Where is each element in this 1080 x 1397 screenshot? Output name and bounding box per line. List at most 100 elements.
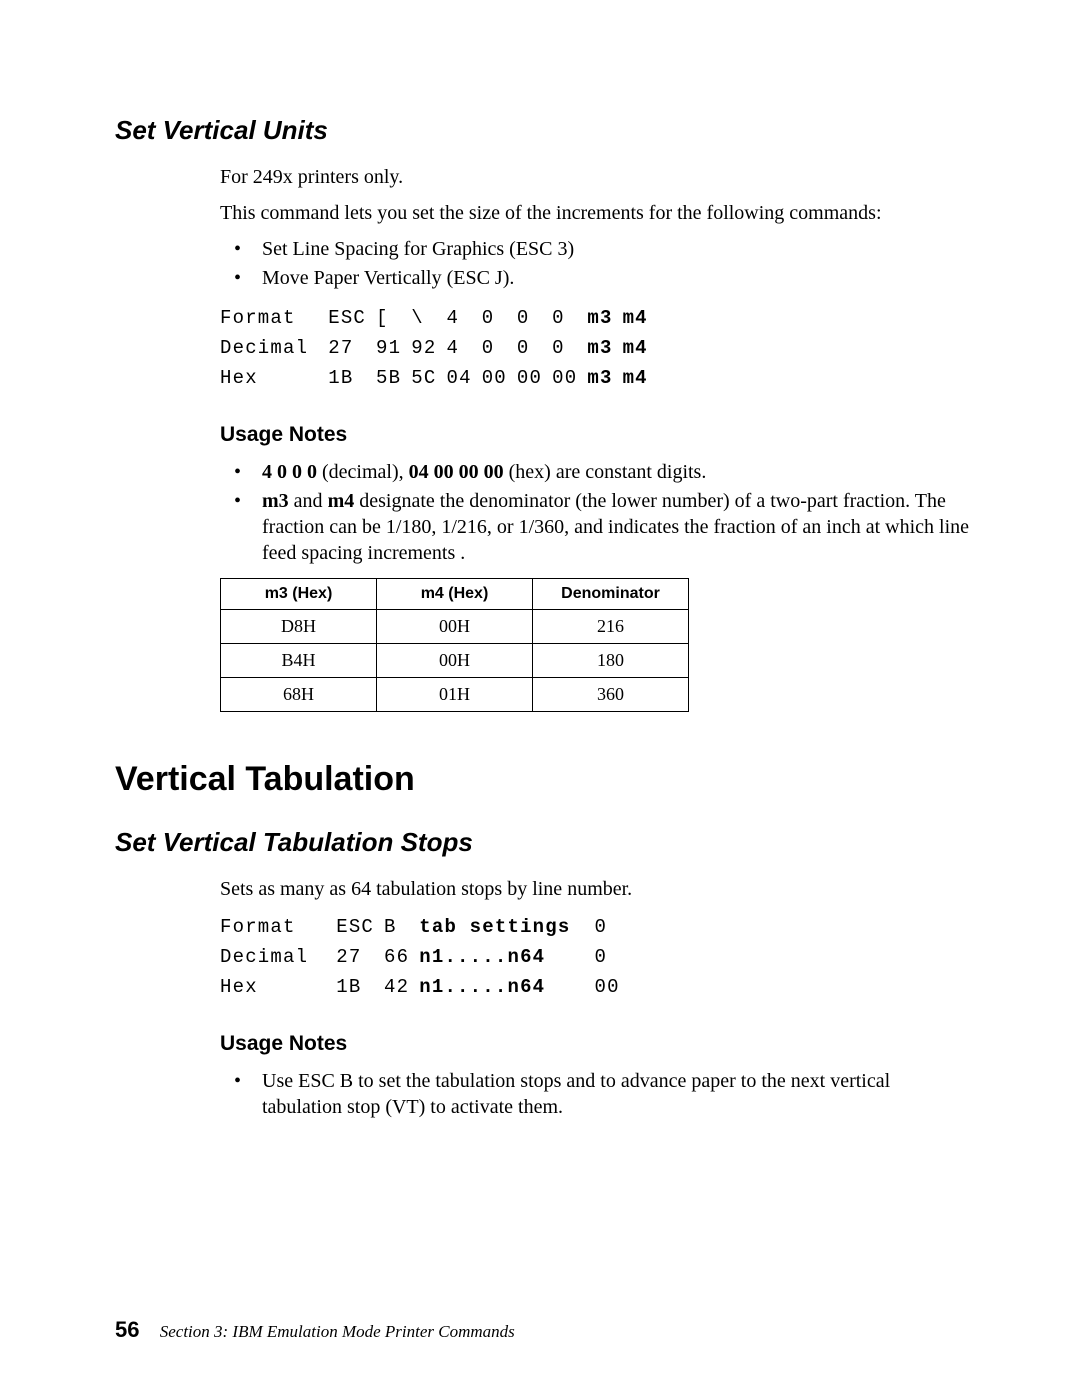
list-item: Use ESC B to set the tabulation stops an… [220, 1068, 970, 1120]
paragraph: Sets as many as 64 tabulation stops by l… [220, 876, 970, 902]
section2-body: Sets as many as 64 tabulation stops by l… [220, 876, 970, 1120]
cell: B [384, 912, 419, 942]
row-label: Decimal [220, 333, 328, 363]
heading-set-vertical-tabulation-stops: Set Vertical Tabulation Stops [115, 827, 970, 858]
cell: 27 [328, 333, 376, 363]
cell: 0 [594, 942, 629, 972]
text: and [289, 490, 328, 512]
list-item: 4 0 0 0 (decimal), 04 00 00 00 (hex) are… [220, 459, 970, 485]
cell: 4 [446, 303, 481, 333]
command-table: FormatESC[\4000m3m4Decimal2791924000m3m4… [220, 303, 658, 393]
cell: m4 [623, 333, 658, 363]
cell: 4 [446, 333, 481, 363]
cell: 01H [377, 678, 533, 712]
cell: 00 [517, 363, 552, 393]
cell: 0 [552, 333, 587, 363]
usage-notes-list: 4 0 0 0 (decimal), 04 00 00 00 (hex) are… [220, 459, 970, 566]
cell: 216 [533, 610, 689, 644]
table-header-row: m3 (Hex)m4 (Hex)Denominator [221, 579, 689, 610]
cell: 0 [517, 333, 552, 363]
row-label: Format [220, 303, 328, 333]
cell: 42 [384, 972, 419, 1002]
cell: 0 [517, 303, 552, 333]
table-row: 68H01H360 [221, 678, 689, 712]
cell: 92 [411, 333, 446, 363]
cell: n1.....n64 [419, 972, 594, 1002]
column-header: m3 (Hex) [221, 579, 377, 610]
list-item: Set Line Spacing for Graphics (ESC 3) [220, 236, 970, 262]
cell: 0 [552, 303, 587, 333]
table-row: B4H00H180 [221, 644, 689, 678]
cell: 1B [328, 363, 376, 393]
table-row: D8H00H216 [221, 610, 689, 644]
cell: m3 [587, 363, 622, 393]
table-row: FormatESCBtab settings0 [220, 912, 630, 942]
cell: 04 [446, 363, 481, 393]
bold-text: m3 [262, 490, 289, 512]
footer-section: Section 3: IBM Emulation Mode Printer Co… [160, 1322, 515, 1341]
usage-notes-heading: Usage Notes [220, 423, 970, 447]
text: designate the denominator (the lower num… [262, 490, 969, 564]
denominator-table: m3 (Hex)m4 (Hex)DenominatorD8H00H216B4H0… [220, 578, 689, 712]
cell: m4 [623, 363, 658, 393]
list-item: Move Paper Vertically (ESC J). [220, 265, 970, 291]
cell: 00 [482, 363, 517, 393]
page: Set Vertical Units For 249x printers onl… [0, 0, 1080, 1397]
column-header: m4 (Hex) [377, 579, 533, 610]
heading-vertical-tabulation: Vertical Tabulation [115, 760, 970, 799]
cell: 00 [594, 972, 629, 1002]
cell: D8H [221, 610, 377, 644]
usage-notes-heading: Usage Notes [220, 1032, 970, 1056]
bold-text: 4 0 0 0 [262, 461, 317, 483]
table-row: Decimal2766n1.....n640 [220, 942, 630, 972]
cell: m3 [587, 303, 622, 333]
row-label: Hex [220, 363, 328, 393]
cell: m4 [623, 303, 658, 333]
section1-body: For 249x printers only. This command let… [220, 164, 970, 712]
paragraph: For 249x printers only. [220, 164, 970, 190]
list-item: m3 and m4 designate the denominator (the… [220, 488, 970, 566]
cell: \ [411, 303, 446, 333]
cell: 5C [411, 363, 446, 393]
page-number: 56 [115, 1317, 139, 1342]
cell: 91 [376, 333, 411, 363]
cell: 66 [384, 942, 419, 972]
cell: ESC [336, 912, 384, 942]
text: (decimal), [317, 461, 409, 483]
cell: 360 [533, 678, 689, 712]
column-header: Denominator [533, 579, 689, 610]
bullet-list: Set Line Spacing for Graphics (ESC 3) Mo… [220, 236, 970, 291]
row-label: Format [220, 912, 336, 942]
cell: 00H [377, 644, 533, 678]
cell: 00 [552, 363, 587, 393]
heading-set-vertical-units: Set Vertical Units [115, 115, 970, 146]
cell: 0 [482, 303, 517, 333]
cell: 0 [594, 912, 629, 942]
cell: ESC [328, 303, 376, 333]
bold-text: m4 [328, 490, 355, 512]
cell: 0 [482, 333, 517, 363]
cell: tab settings [419, 912, 594, 942]
cell: m3 [587, 333, 622, 363]
cell: 68H [221, 678, 377, 712]
usage-notes-list: Use ESC B to set the tabulation stops an… [220, 1068, 970, 1120]
cell: 1B [336, 972, 384, 1002]
cell: B4H [221, 644, 377, 678]
table-row: Decimal2791924000m3m4 [220, 333, 658, 363]
cell: n1.....n64 [419, 942, 594, 972]
row-label: Hex [220, 972, 336, 1002]
paragraph: This command lets you set the size of th… [220, 200, 970, 226]
table-row: Hex1B5B5C04000000m3m4 [220, 363, 658, 393]
cell: 27 [336, 942, 384, 972]
cell: [ [376, 303, 411, 333]
text: (hex) are constant digits. [504, 461, 707, 483]
cell: 5B [376, 363, 411, 393]
table-row: Hex1B42n1.....n6400 [220, 972, 630, 1002]
cell: 180 [533, 644, 689, 678]
command-table: FormatESCBtab settings0Decimal2766n1....… [220, 912, 630, 1002]
row-label: Decimal [220, 942, 336, 972]
bold-text: 04 00 00 00 [409, 461, 504, 483]
cell: 00H [377, 610, 533, 644]
page-footer: 56 Section 3: IBM Emulation Mode Printer… [115, 1317, 515, 1343]
table-row: FormatESC[\4000m3m4 [220, 303, 658, 333]
